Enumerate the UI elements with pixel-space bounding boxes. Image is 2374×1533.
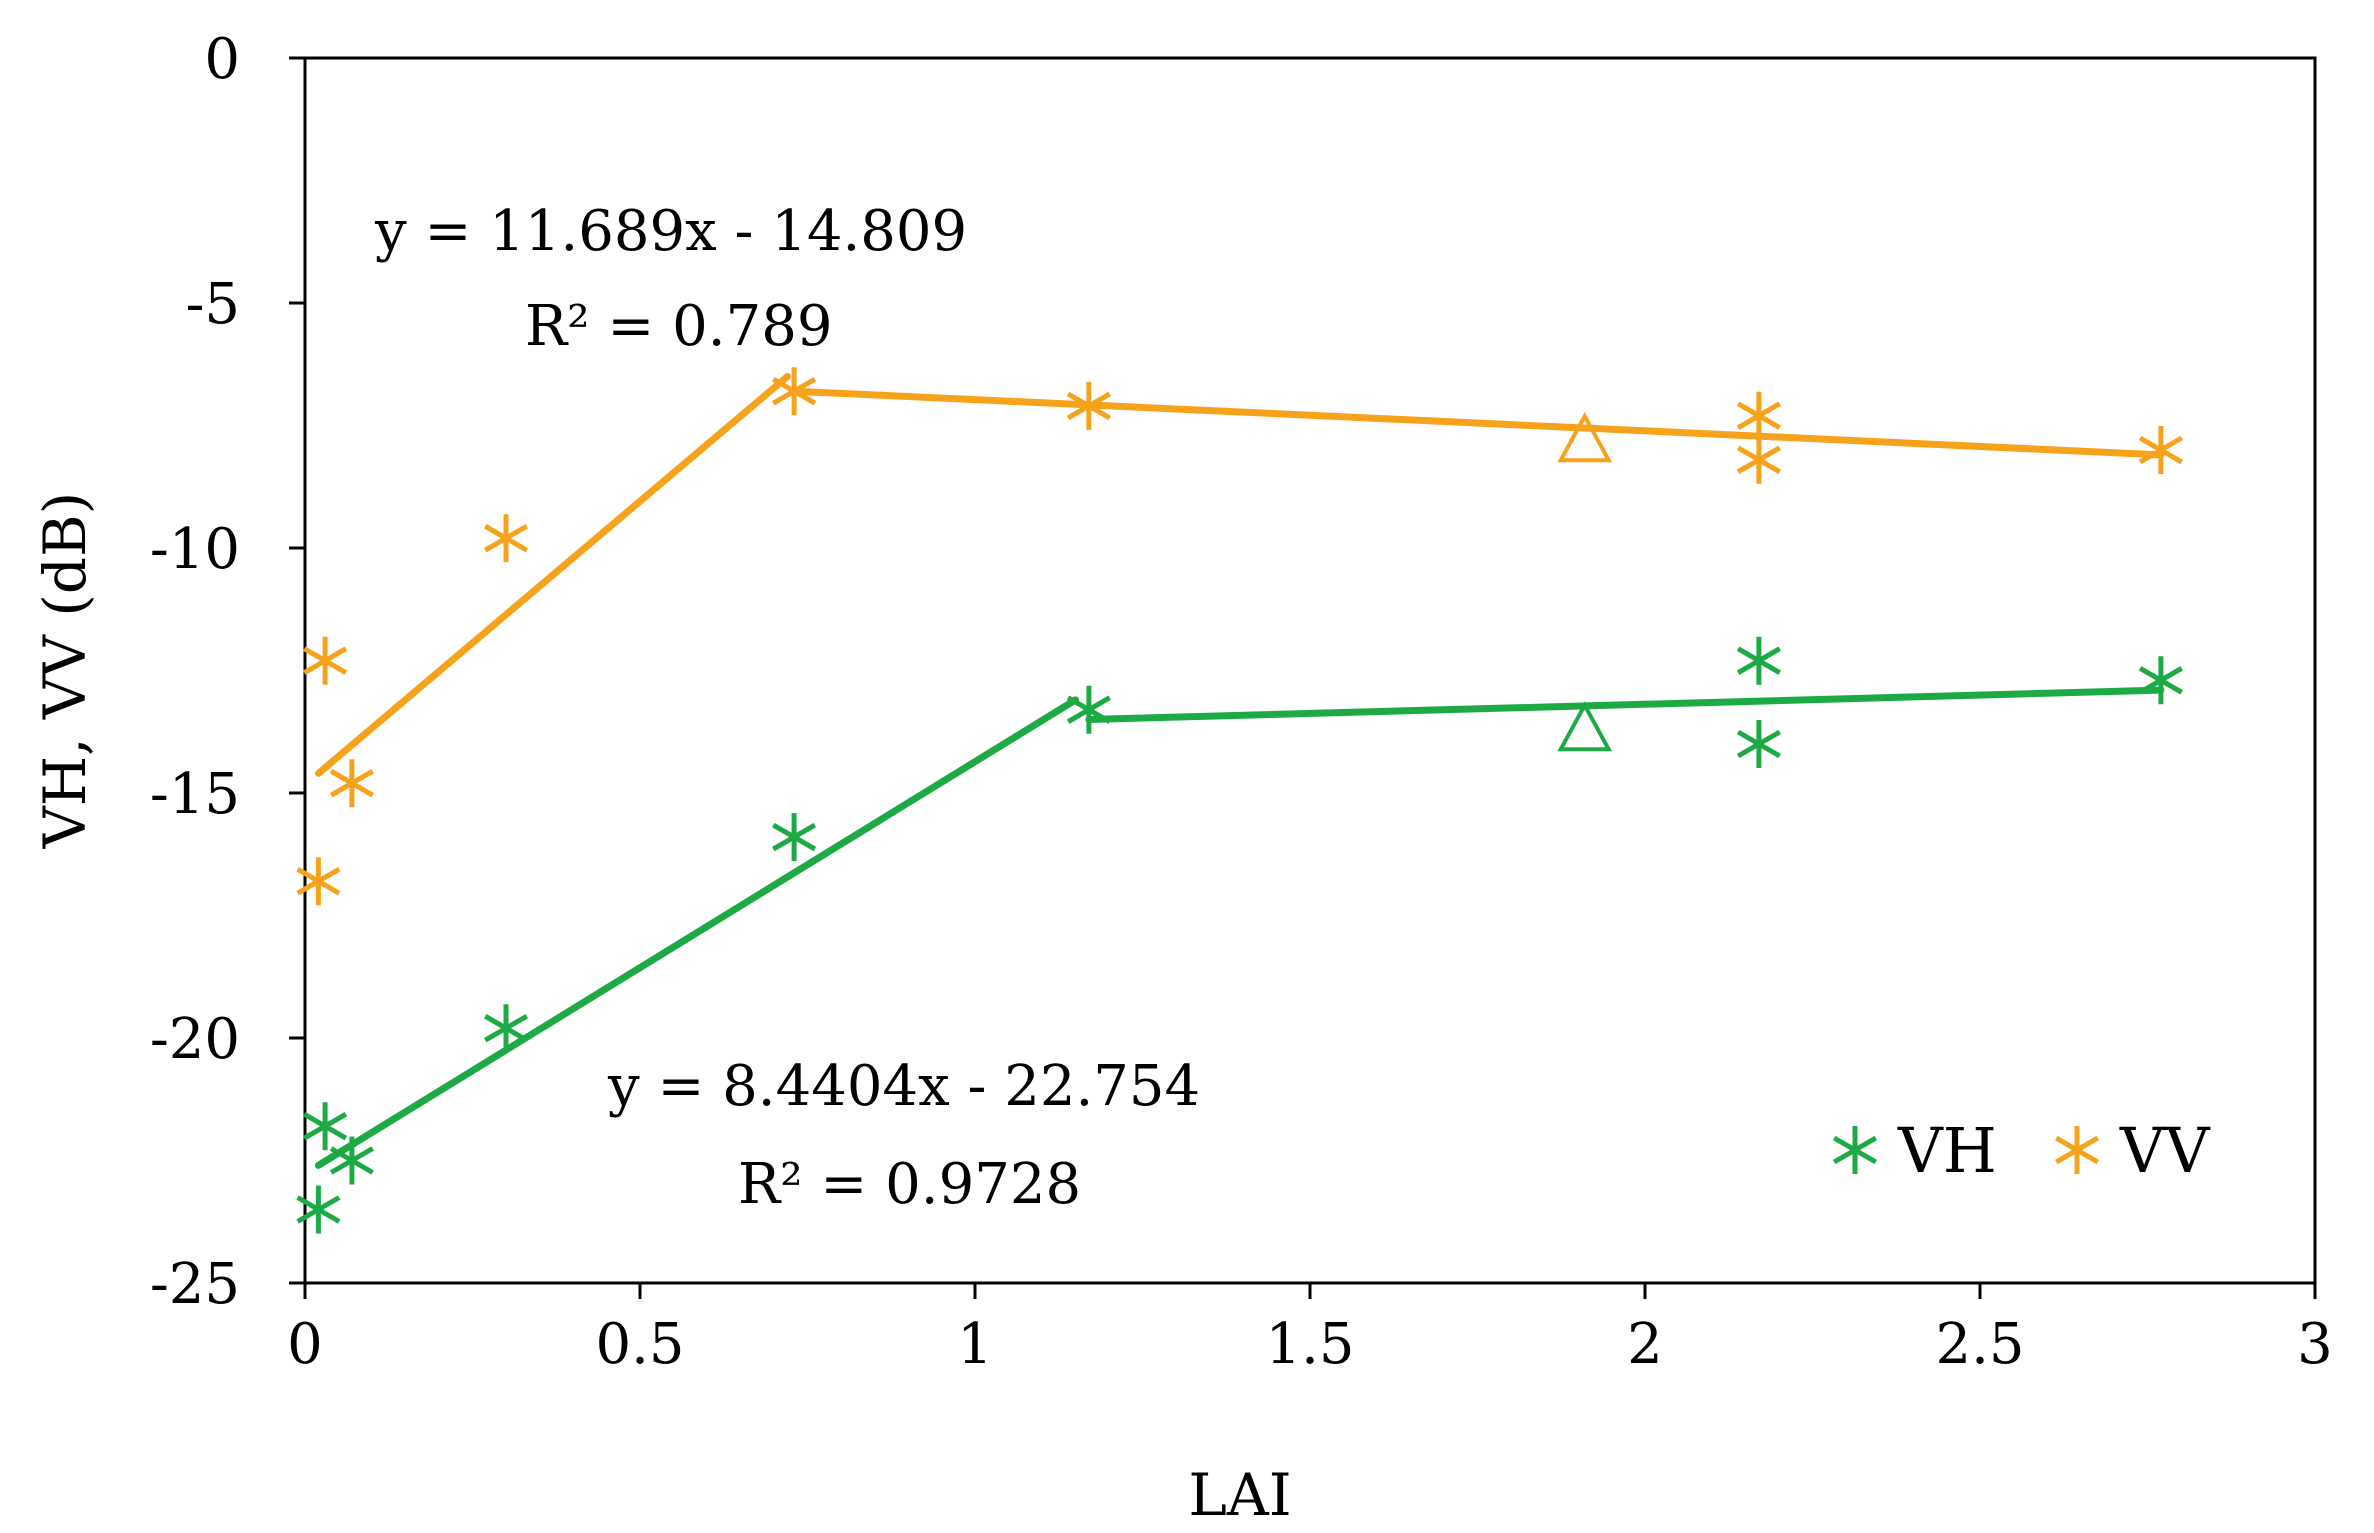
vv-data-point bbox=[1066, 381, 1111, 430]
vv-data-point bbox=[1736, 391, 1781, 440]
legend-vh-marker bbox=[1832, 1126, 1878, 1174]
vh-data-point bbox=[483, 1004, 529, 1053]
legend-vv-marker bbox=[2054, 1126, 2100, 1174]
vh-data-point bbox=[1736, 720, 1781, 768]
trend-lines bbox=[314, 373, 2165, 1169]
legend-vv-asterisk bbox=[2054, 1126, 2100, 1174]
legend-vv-label: VV bbox=[2119, 1114, 2211, 1187]
vh-r-squared: R² = 0.9728 bbox=[738, 1152, 1081, 1217]
vv-data-point bbox=[296, 857, 341, 906]
vh-data-point bbox=[772, 813, 817, 862]
y-tick-label: -15 bbox=[150, 762, 240, 827]
vh-data-point bbox=[1736, 636, 1781, 685]
x-tick-label: 2.5 bbox=[1935, 1312, 2024, 1377]
x-tick-label: 3 bbox=[2297, 1312, 2333, 1377]
vv-data-point bbox=[1736, 435, 1781, 484]
legend: VH VV bbox=[1832, 1114, 2211, 1187]
vv-triangle-point bbox=[1557, 412, 1613, 463]
vh-data-point bbox=[2138, 656, 2183, 705]
vh-trend-line bbox=[1085, 686, 2165, 723]
y-axis-ticks: 0 -5 -10 -15 -20 -25 bbox=[150, 27, 305, 1317]
vh-data-point bbox=[329, 1136, 374, 1185]
vh-data-point bbox=[1066, 685, 1111, 734]
x-tick-label: 1 bbox=[957, 1312, 993, 1377]
x-axis-ticks: 0 0.5 1 1.5 2 2.5 3 bbox=[287, 1283, 2333, 1377]
x-tick-label: 0 bbox=[287, 1312, 323, 1377]
vv-equation: y = 11.689x - 14.809 bbox=[374, 199, 967, 264]
x-tick-label: 2 bbox=[1627, 1312, 1663, 1377]
x-tick-label: 0.5 bbox=[595, 1312, 684, 1377]
vh-trend-line bbox=[314, 696, 1079, 1169]
legend-vh-label: VH bbox=[1897, 1114, 1997, 1187]
x-tick-label: 1.5 bbox=[1265, 1312, 1354, 1377]
y-tick-label: -20 bbox=[150, 1007, 240, 1072]
data-markers bbox=[296, 367, 2183, 1234]
y-tick-label: -5 bbox=[185, 272, 240, 337]
vh-equation: y = 8.4404x - 22.754 bbox=[607, 1054, 1200, 1119]
vv-r-squared: R² = 0.789 bbox=[525, 294, 832, 359]
vv-data-point bbox=[772, 367, 817, 416]
legend-vh-asterisk bbox=[1832, 1126, 1878, 1174]
vh-data-point bbox=[296, 1185, 341, 1234]
y-tick-label: -25 bbox=[150, 1252, 240, 1317]
vv-data-point bbox=[483, 514, 529, 563]
vv-trend-line bbox=[790, 387, 2165, 459]
vv-data-point bbox=[2138, 426, 2183, 474]
y-axis-label: VH, VV (dB) bbox=[31, 492, 99, 850]
y-tick-label: -10 bbox=[150, 517, 240, 582]
x-axis-label: LAI bbox=[1188, 1461, 1291, 1529]
y-tick-label: 0 bbox=[204, 27, 240, 92]
vv-trend-line bbox=[314, 373, 791, 777]
vh-triangle-point bbox=[1557, 701, 1613, 752]
vv-data-point bbox=[329, 759, 374, 808]
vv-data-point bbox=[303, 636, 348, 685]
vh-data-point bbox=[303, 1102, 348, 1151]
